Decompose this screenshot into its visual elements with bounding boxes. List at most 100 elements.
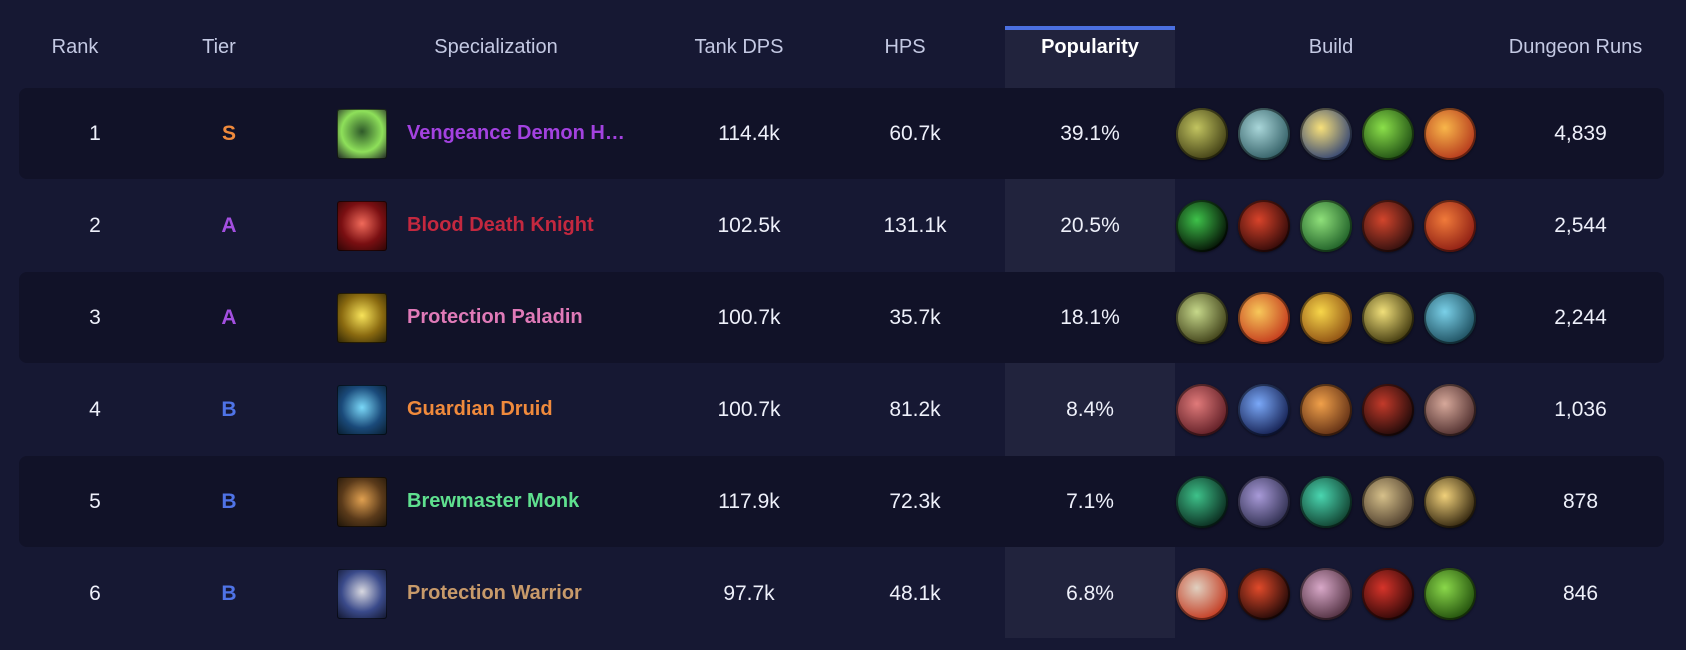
tank-dps-cell: 97.7k [723, 581, 775, 605]
header-tank-dps[interactable]: Tank DPS [694, 35, 784, 58]
bear-fury-talent-icon[interactable] [1300, 383, 1352, 436]
specialization-name[interactable]: Brewmaster Monk [407, 490, 580, 512]
popularity-cell: 18.1% [1060, 305, 1120, 329]
monk-stance-talent-icon[interactable] [1238, 475, 1290, 528]
rank-cell: 6 [89, 581, 101, 605]
table-row[interactable]: 2 A Blood Death Knight 102.5k 131.1k 20.5% 2,5… [19, 180, 1664, 271]
specialization-cell[interactable]: Protection Warrior [337, 548, 657, 639]
specialization-name[interactable]: Blood Death Knight [407, 214, 594, 236]
header-popularity[interactable]: Popularity [1041, 35, 1139, 58]
demon-hunter-talent-icon[interactable] [1176, 107, 1228, 160]
golden-blast-talent-icon[interactable] [1300, 107, 1352, 160]
tank-dps-cell: 100.7k [717, 305, 781, 329]
header-rank[interactable]: Rank [51, 35, 99, 58]
bear-head-talent-icon[interactable] [1362, 383, 1414, 436]
fel-fire-talent-icon[interactable] [1362, 107, 1414, 160]
build-icons [1176, 364, 1486, 455]
specialization-table: Rank Tier Specialization Tank DPS HPS Po… [19, 0, 1664, 650]
skull-talent-icon[interactable] [1238, 107, 1290, 160]
hps-cell: 60.7k [889, 121, 941, 145]
tier-badge: B [221, 581, 237, 605]
war-cry-talent-icon[interactable] [1300, 567, 1352, 620]
shield-block-talent-icon[interactable] [1176, 567, 1228, 620]
tier-badge: B [221, 489, 237, 513]
blood-burst-talent-icon[interactable] [1424, 199, 1476, 252]
header-hps[interactable]: HPS [884, 35, 926, 58]
berserker-talent-icon[interactable] [1362, 567, 1414, 620]
pillar-of-light-talent-icon[interactable] [1238, 291, 1290, 344]
claws-talent-icon[interactable] [1424, 383, 1476, 436]
shield-charge-talent-icon[interactable] [1238, 567, 1290, 620]
specialization-name[interactable]: Guardian Druid [407, 398, 553, 420]
specialization-name[interactable]: Vengeance Demon Hunter [407, 122, 632, 144]
specialization-cell[interactable]: Brewmaster Monk [337, 456, 657, 547]
moonfire-talent-icon[interactable] [1238, 383, 1290, 436]
rank-cell: 2 [89, 213, 101, 237]
jade-swirl-talent-icon[interactable] [1176, 475, 1228, 528]
build-icons [1176, 88, 1486, 179]
dungeon-runs-cell: 1,036 [1554, 397, 1607, 421]
header-build[interactable]: Build [1308, 35, 1354, 58]
build-icons [1176, 548, 1486, 639]
protection-paladin-icon [337, 292, 387, 343]
rend-talent-icon[interactable] [1176, 383, 1228, 436]
specialization-cell[interactable]: Vengeance Demon Hunter [337, 88, 657, 179]
specialization-name[interactable]: Protection Warrior [407, 582, 582, 604]
flame-talent-icon[interactable] [1424, 107, 1476, 160]
dungeon-runs-cell: 2,244 [1554, 305, 1607, 329]
table-row[interactable]: 5 B Brewmaster Monk 117.9k 72.3k 7.1% 878 [19, 456, 1664, 547]
iron-fist-talent-icon[interactable] [1424, 475, 1476, 528]
popularity-cell: 7.1% [1066, 489, 1114, 513]
jade-serpent-talent-icon[interactable] [1300, 475, 1352, 528]
hps-cell: 131.1k [883, 213, 947, 237]
build-icons [1176, 180, 1486, 271]
table-row[interactable]: 6 B Protection Warrior 97.7k 48.1k 6.8% 846 [19, 548, 1664, 639]
specialization-cell[interactable]: Guardian Druid [337, 364, 657, 455]
header-tier[interactable]: Tier [202, 35, 236, 58]
holy-lion-talent-icon[interactable] [1176, 291, 1228, 344]
tier-badge: B [221, 397, 237, 421]
table-row[interactable]: 3 A Protection Paladin 100.7k 35.7k 18.1% 2,24… [19, 272, 1664, 363]
tank-dps-cell: 102.5k [717, 213, 781, 237]
popularity-cell: 20.5% [1060, 213, 1120, 237]
tank-dps-cell: 114.4k [718, 121, 780, 145]
golden-glow-talent-icon[interactable] [1300, 291, 1352, 344]
green-skull-talent-icon[interactable] [1300, 199, 1352, 252]
dungeon-runs-cell: 846 [1562, 581, 1599, 605]
ogre-rage-talent-icon[interactable] [1424, 567, 1476, 620]
arcane-ring-talent-icon[interactable] [1424, 291, 1476, 344]
specialization-cell[interactable]: Blood Death Knight [337, 180, 657, 271]
hps-cell: 48.1k [889, 581, 941, 605]
table-row[interactable]: 4 B Guardian Druid 100.7k 81.2k 8.4% 1,036 [19, 364, 1664, 455]
header-dungeon-runs[interactable]: Dungeon Runs [1508, 35, 1643, 58]
table-header: Rank Tier Specialization Tank DPS HPS Po… [19, 26, 1664, 86]
header-specialization[interactable]: Specialization [434, 35, 558, 58]
popularity-cell: 8.4% [1066, 397, 1114, 421]
golden-helm-talent-icon[interactable] [1362, 291, 1414, 344]
protection-warrior-icon [337, 568, 387, 619]
tank-dps-cell: 117.9k [718, 489, 780, 513]
dungeon-runs-cell: 878 [1562, 489, 1599, 513]
specialization-cell[interactable]: Protection Paladin [337, 272, 657, 363]
guardian-druid-icon [337, 384, 387, 435]
build-icons [1176, 456, 1486, 547]
hps-cell: 81.2k [889, 397, 941, 421]
rank-cell: 4 [89, 397, 101, 421]
red-skull-talent-icon[interactable] [1238, 199, 1290, 252]
rank-cell: 3 [89, 305, 101, 329]
brew-keg-talent-icon[interactable] [1362, 475, 1414, 528]
tier-badge: A [221, 305, 237, 329]
specialization-name[interactable]: Protection Paladin [407, 306, 583, 328]
dungeon-runs-cell: 4,839 [1554, 121, 1607, 145]
table-row[interactable]: 1 S Vengeance Demon Hunter 114.4k 60.7k 39.1%… [19, 88, 1664, 179]
build-icons [1176, 272, 1486, 363]
blood-claw-talent-icon[interactable] [1362, 199, 1414, 252]
rank-cell: 5 [89, 489, 101, 513]
hps-cell: 72.3k [889, 489, 941, 513]
brewmaster-monk-icon [337, 476, 387, 527]
popularity-cell: 6.8% [1066, 581, 1114, 605]
void-ring-talent-icon[interactable] [1176, 199, 1228, 252]
blood-death-knight-icon [337, 200, 387, 251]
tank-dps-cell: 100.7k [717, 397, 781, 421]
rank-cell: 1 [89, 121, 101, 145]
